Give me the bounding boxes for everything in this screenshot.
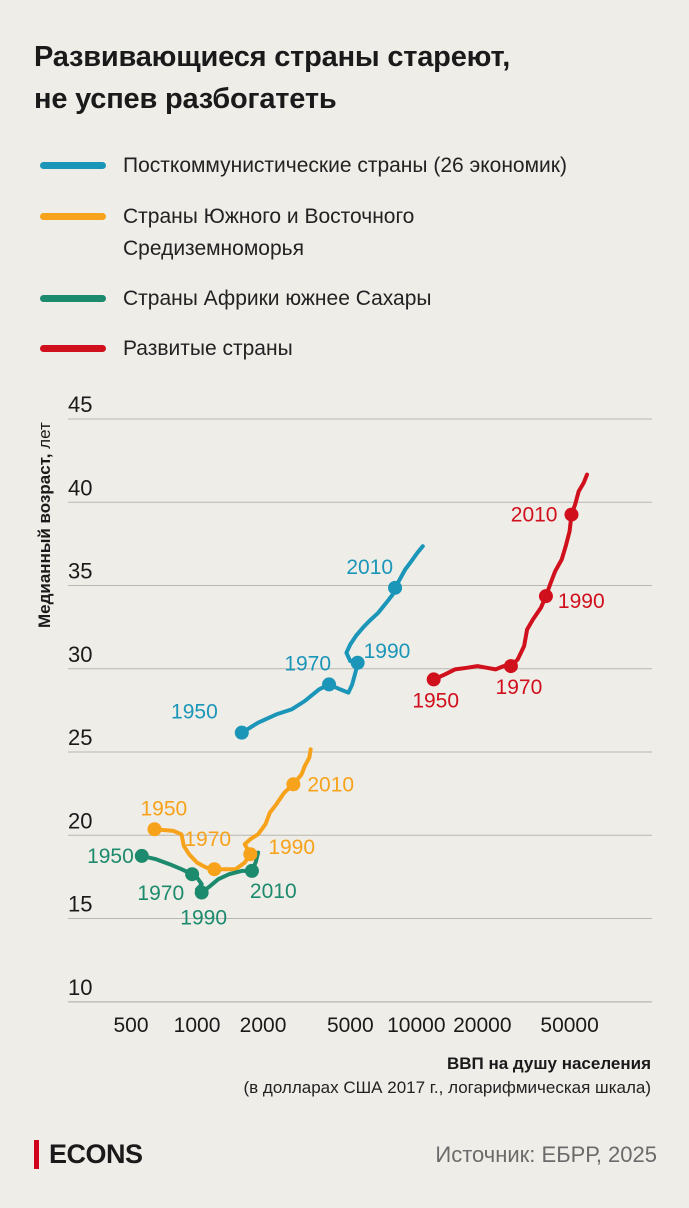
marker-africa-1970 — [185, 867, 200, 882]
legend-label-mediterranean-line1: Страны Южного и Восточного — [123, 205, 415, 228]
marker-developed-1950 — [426, 672, 441, 687]
year-label-developed-1950: 1950 — [412, 689, 459, 712]
x-tick-labels: 500 1000 2000 5000 10000 20000 50000 — [113, 1014, 598, 1037]
brand-bar-icon — [34, 1139, 39, 1169]
legend-label-africa-line1: Страны Африки южнее Сахары — [123, 287, 432, 310]
legend-label-mediterranean-line2: Средиземноморья — [123, 237, 304, 260]
marker-developed-1970 — [503, 659, 518, 674]
year-label-postcommunist-1990: 1990 — [364, 640, 411, 663]
y-tick-35: 35 — [68, 559, 92, 584]
legend-swatch-africa — [40, 295, 106, 302]
legend-swatch-postcommunist — [40, 162, 106, 169]
x-tick-500: 500 — [113, 1014, 148, 1037]
x-tick-20000: 20000 — [453, 1014, 511, 1037]
year-label-mediterranean-2010: 2010 — [307, 773, 354, 796]
year-label-africa-1990: 1990 — [180, 907, 227, 930]
marker-africa-1990 — [194, 885, 209, 900]
y-tick-25: 25 — [68, 725, 92, 750]
source-note: Источник: ЕБРР, 2025 — [435, 1142, 657, 1167]
legend-label-postcommunist-line1: Посткоммунистические страны (26 экономик… — [123, 154, 567, 177]
year-label-mediterranean-1970: 1970 — [184, 828, 231, 851]
legend-label-developed: Развитые страны — [123, 333, 683, 365]
year-label-developed-2010: 2010 — [511, 504, 558, 527]
brand-name: ECONS — [49, 1138, 143, 1169]
y-axis-label-bold: Медианный возраст, — [35, 454, 54, 628]
marker-africa-1950 — [134, 848, 149, 863]
brand-logo: ECONS — [34, 1138, 143, 1170]
y-tick-30: 30 — [68, 642, 92, 667]
x-tick-5000: 5000 — [327, 1014, 374, 1037]
grid-lines — [68, 418, 652, 1003]
x-axis-note: (в долларах США 2017 г., логарифмическая… — [243, 1078, 651, 1097]
marker-mediterranean-2010 — [286, 777, 301, 792]
marker-postcommunist-1970 — [322, 677, 337, 692]
y-axis-label: Медианный возраст, лет — [35, 422, 54, 628]
year-label-postcommunist-1950: 1950 — [171, 701, 218, 724]
legend-swatch-developed — [40, 345, 106, 352]
year-label-developed-1970: 1970 — [496, 676, 543, 699]
x-tick-10000: 10000 — [387, 1014, 445, 1037]
legend-swatch-mediterranean — [40, 213, 106, 220]
marker-mediterranean-1970 — [207, 862, 222, 877]
y-tick-40: 40 — [68, 475, 92, 500]
x-axis-title: ВВП на душу населения — [446, 1054, 651, 1073]
year-label-developed-1990: 1990 — [558, 590, 605, 613]
legend-label-postcommunist: Посткоммунистические страны (26 экономик… — [123, 150, 683, 182]
title-line-2: не успев разбогатеть — [34, 83, 337, 115]
marker-mediterranean-1950 — [147, 822, 162, 837]
y-axis-label-unit: лет — [35, 422, 54, 454]
year-label-postcommunist-1970: 1970 — [284, 652, 331, 675]
year-label-postcommunist-2010: 2010 — [346, 556, 393, 579]
y-tick-10: 10 — [68, 975, 92, 1000]
year-label-africa-2010: 2010 — [250, 880, 297, 903]
year-label-mediterranean-1990: 1990 — [268, 836, 315, 859]
y-tick-20: 20 — [68, 808, 92, 833]
y-tick-15: 15 — [68, 892, 92, 917]
y-tick-labels: 45 40 35 30 25 20 15 10 — [68, 392, 92, 1000]
marker-mediterranean-1990 — [243, 847, 258, 862]
marker-africa-2010 — [244, 863, 259, 878]
marker-developed-2010 — [564, 507, 579, 522]
x-tick-1000: 1000 — [174, 1014, 221, 1037]
marker-postcommunist-1950 — [234, 725, 249, 740]
year-label-africa-1970: 1970 — [137, 882, 184, 905]
marker-developed-1990 — [538, 589, 553, 604]
legend-label-developed-line1: Развитые страны — [123, 337, 293, 360]
marker-postcommunist-2010 — [388, 580, 403, 595]
legend-label-africa: Страны Африки южнее Сахары — [123, 283, 683, 315]
title-line-1: Развивающиеся страны стареют, — [34, 41, 511, 73]
marker-postcommunist-1990 — [350, 655, 365, 670]
x-tick-2000: 2000 — [240, 1014, 287, 1037]
chart-title: Развивающиеся страны стареют, не успев р… — [34, 36, 674, 120]
x-tick-50000: 50000 — [540, 1014, 598, 1037]
marker-group — [134, 507, 579, 900]
year-label-mediterranean-1950: 1950 — [141, 797, 188, 820]
year-label-africa-1950: 1950 — [87, 845, 134, 868]
legend-label-mediterranean: Страны Южного и Восточного Средиземномор… — [123, 201, 683, 265]
y-tick-45: 45 — [68, 392, 92, 417]
